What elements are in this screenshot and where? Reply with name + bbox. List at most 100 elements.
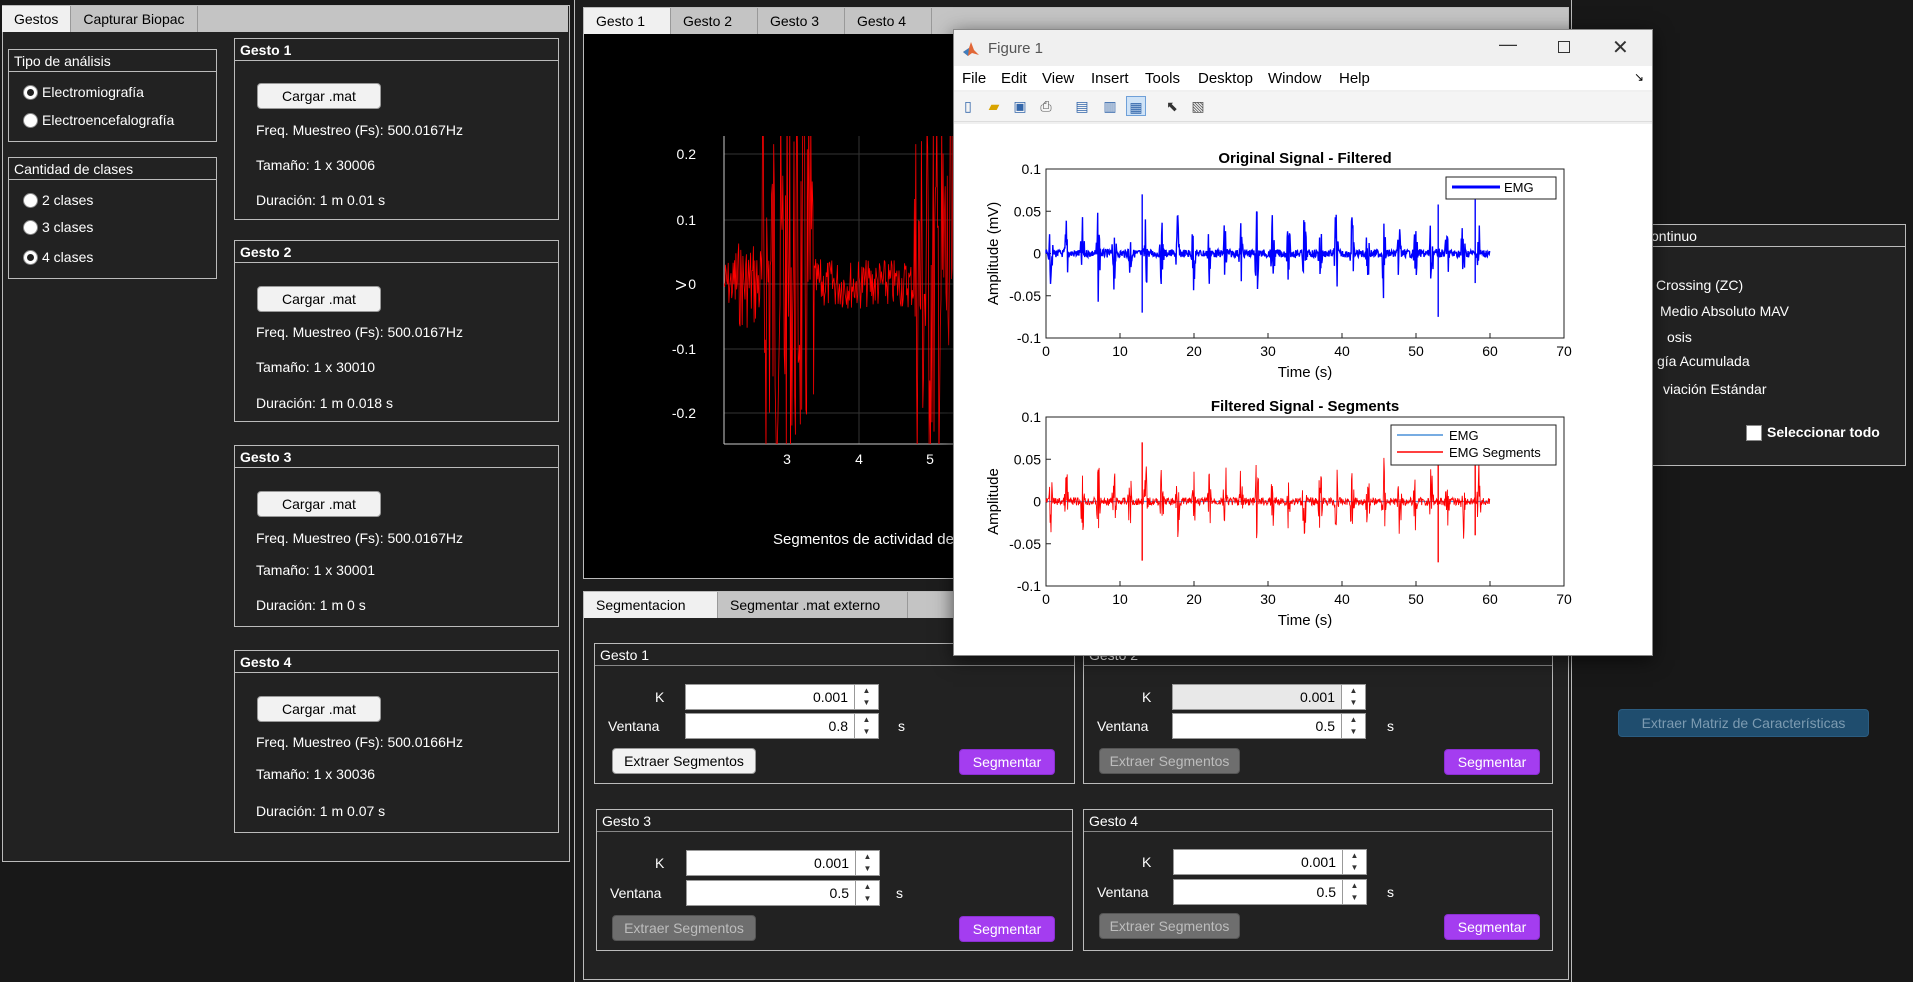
seg-3-k-value[interactable]: 0.001 <box>686 850 856 876</box>
maximize-icon[interactable] <box>1558 41 1570 53</box>
feature-std[interactable]: viación Estándar <box>1663 381 1767 397</box>
ytick-label: -0.1 <box>1017 578 1041 594</box>
show-plot-tools-icon[interactable]: ▦ <box>1126 96 1146 116</box>
select-all-checkbox[interactable] <box>1746 425 1762 441</box>
seg-1-window-value[interactable]: 0.8 <box>685 713 855 739</box>
menu-edit[interactable]: Edit <box>1001 70 1027 87</box>
tab-segmentar-externo[interactable]: Segmentar .mat externo <box>718 592 908 618</box>
feature-energy[interactable]: gía Acumulada <box>1657 353 1750 369</box>
radio-emg[interactable] <box>23 85 38 100</box>
menu-desktop[interactable]: Desktop <box>1198 70 1254 87</box>
seg-3-segment-button[interactable]: Segmentar <box>959 916 1055 942</box>
seg-1-segment-button[interactable]: Segmentar <box>959 749 1055 775</box>
tab-gesto-1[interactable]: Gesto 1 <box>584 8 671 34</box>
tab-gesto-3[interactable]: Gesto 3 <box>758 8 845 34</box>
seg-3-window-value[interactable]: 0.5 <box>686 880 856 906</box>
seg-3-k-input[interactable]: 0.001 ▲ ▼ <box>686 850 880 876</box>
feature-zc[interactable]: Crossing (ZC) <box>1656 277 1744 293</box>
gesture-4-freq: Freq. Muestreo (Fs): 500.0166Hz <box>256 734 463 750</box>
figure-menubar: File Edit View Insert Tools Desktop Wind… <box>954 66 1652 90</box>
spinner-arrows-icon[interactable]: ▲ ▼ <box>1342 713 1366 739</box>
radio-2-classes-label[interactable]: 2 clases <box>42 192 94 208</box>
seg-4-window-unit: s <box>1387 884 1394 900</box>
seg-4-window-input[interactable]: 0.5 ▲ ▼ <box>1173 879 1367 905</box>
radio-emg-label[interactable]: Electromiografía <box>42 84 144 100</box>
load-mat-button-3[interactable]: Cargar .mat <box>257 491 381 517</box>
radio-eeg-label[interactable]: Electroencefalografía <box>42 112 175 128</box>
gesture-2-duration: Duración: 1 m 0.018 s <box>256 395 393 411</box>
menu-tools[interactable]: Tools <box>1145 70 1181 87</box>
seg-1-k-input[interactable]: 0.001 ▲ ▼ <box>685 684 879 710</box>
minimize-icon[interactable]: — <box>1499 34 1517 54</box>
load-mat-button-2[interactable]: Cargar .mat <box>257 286 381 312</box>
radio-eeg[interactable] <box>23 113 38 128</box>
menu-window[interactable]: Window <box>1268 70 1322 87</box>
menu-insert[interactable]: Insert <box>1091 70 1129 87</box>
dock-arrow-icon[interactable]: ↘ <box>1634 70 1645 84</box>
load-mat-button-1[interactable]: Cargar .mat <box>257 83 381 109</box>
tab-gestos[interactable]: Gestos <box>2 6 72 32</box>
spinner-arrows-icon[interactable]: ▲ ▼ <box>856 880 880 906</box>
xtick-label: 40 <box>1334 591 1350 607</box>
seg-3-window-input[interactable]: 0.5 ▲ ▼ <box>686 880 880 906</box>
seg-gesture-4-panel: Gesto 4 K 0.001 ▲ ▼ Ventana 0.5 ▲ ▼ s Extrae… <box>1083 809 1553 951</box>
radio-2-classes[interactable] <box>23 193 38 208</box>
feature-mav[interactable]: Medio Absoluto MAV <box>1660 303 1789 319</box>
axes-filtered-segments: Filtered Signal - Segments 0.1 0.05 0 -0.05 -… <box>985 398 1572 629</box>
seg-2-window-value[interactable]: 0.5 <box>1172 713 1342 739</box>
menu-help[interactable]: Help <box>1339 70 1370 87</box>
edit-plot-pointer-icon[interactable]: ⬉ <box>1166 98 1178 114</box>
feature-kurtosis[interactable]: osis <box>1667 329 1692 345</box>
tab-gesto-2[interactable]: Gesto 2 <box>671 8 758 34</box>
spinner-arrows-icon[interactable]: ▲ ▼ <box>1342 684 1366 710</box>
axes-title: Original Signal - Filtered <box>1218 150 1391 167</box>
seg-3-extract-button[interactable]: Extraer Segmentos <box>612 915 756 941</box>
seg-1-k-value[interactable]: 0.001 <box>685 684 855 710</box>
seg-2-k-input[interactable]: 0.001 ▲ ▼ <box>1172 684 1366 710</box>
analysis-type-title: Tipo de análisis <box>9 50 216 72</box>
seg-4-k-value[interactable]: 0.001 <box>1173 849 1343 875</box>
spinner-arrows-icon[interactable]: ▲ ▼ <box>855 713 879 739</box>
seg-4-window-value[interactable]: 0.5 <box>1173 879 1343 905</box>
spinner-arrows-icon[interactable]: ▲ ▼ <box>1343 879 1367 905</box>
seg-2-k-value[interactable]: 0.001 <box>1172 684 1342 710</box>
spinner-arrows-icon[interactable]: ▲ ▼ <box>855 684 879 710</box>
menu-view[interactable]: View <box>1042 70 1075 87</box>
spinner-arrows-icon[interactable]: ▲ ▼ <box>856 850 880 876</box>
seg-2-window-input[interactable]: 0.5 ▲ ▼ <box>1172 713 1366 739</box>
xtick-4: 4 <box>855 451 863 467</box>
figure-title: Figure 1 <box>988 40 1044 57</box>
property-inspector-icon[interactable]: ▧ <box>1191 98 1205 114</box>
plot-caption: Segmentos de actividad de <box>773 531 954 548</box>
select-all-label[interactable]: Seleccionar todo <box>1767 424 1880 440</box>
tab-capturar-biopac[interactable]: Capturar Biopac <box>71 6 198 32</box>
xtick-label: 60 <box>1482 591 1498 607</box>
radio-3-classes[interactable] <box>23 220 38 235</box>
hide-plot-tools-icon[interactable]: ▥ <box>1103 98 1117 114</box>
seg-2-segment-button[interactable]: Segmentar <box>1444 749 1540 775</box>
open-file-icon[interactable]: ▰ <box>988 98 1000 114</box>
menu-file[interactable]: File <box>962 70 987 87</box>
new-figure-icon[interactable]: ▯ <box>964 98 972 114</box>
save-icon[interactable]: ▣ <box>1013 98 1027 114</box>
seg-4-segment-button[interactable]: Segmentar <box>1444 914 1540 940</box>
tab-segmentacion[interactable]: Segmentacion <box>584 592 718 618</box>
radio-4-classes-label[interactable]: 4 clases <box>42 249 94 265</box>
seg-4-extract-button[interactable]: Extraer Segmentos <box>1099 913 1240 939</box>
spinner-arrows-icon[interactable]: ▲ ▼ <box>1343 849 1367 875</box>
extract-matrix-button[interactable]: Extraer Matriz de Características <box>1618 709 1869 737</box>
radio-3-classes-label[interactable]: 3 clases <box>42 219 94 235</box>
series-emg-line <box>1045 211 1491 302</box>
seg-1-extract-button[interactable]: Extraer Segmentos <box>612 748 756 774</box>
gesture-4-duration: Duración: 1 m 0.07 s <box>256 803 386 819</box>
axes-title: Filtered Signal - Segments <box>1211 398 1399 415</box>
radio-4-classes[interactable] <box>23 250 38 265</box>
seg-2-extract-button[interactable]: Extraer Segmentos <box>1099 748 1240 774</box>
tab-gesto-4[interactable]: Gesto 4 <box>845 8 932 34</box>
seg-4-k-input[interactable]: 0.001 ▲ ▼ <box>1173 849 1367 875</box>
load-mat-button-4[interactable]: Cargar .mat <box>257 696 381 722</box>
close-icon[interactable]: ✕ <box>1612 37 1629 59</box>
seg-1-window-input[interactable]: 0.8 ▲ ▼ <box>685 713 879 739</box>
print-icon[interactable]: ⎙ <box>1040 98 1052 114</box>
link-plot-icon[interactable]: ▤ <box>1075 98 1089 114</box>
